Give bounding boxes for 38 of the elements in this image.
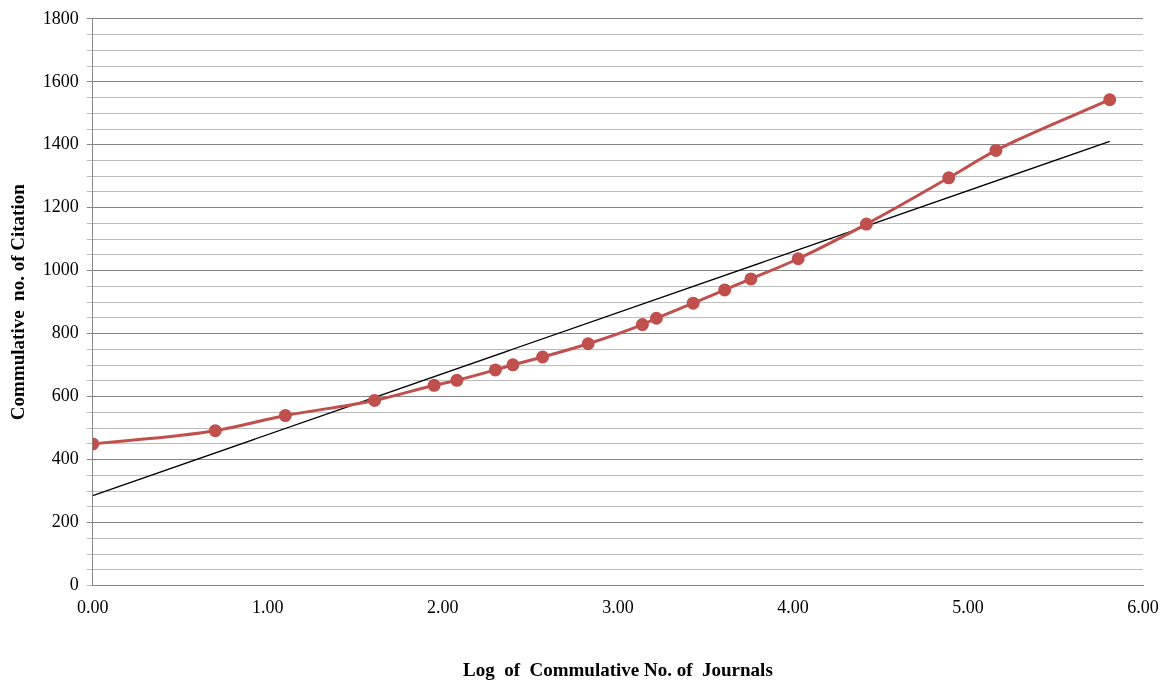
point <box>718 283 732 297</box>
x-tick-label: 0.00 <box>77 597 109 618</box>
y-tick-label: 1800 <box>42 7 79 28</box>
x-axis-title: Log of Commulative No. of Journals <box>462 658 773 680</box>
point <box>791 252 805 266</box>
y-tick-label: 1200 <box>42 196 79 217</box>
y-tick-label: 400 <box>51 448 79 469</box>
y-tick-label: 1600 <box>42 70 79 91</box>
point <box>581 337 595 351</box>
point <box>506 358 520 372</box>
point <box>488 363 502 377</box>
point <box>649 311 663 325</box>
y-tick-label: 1000 <box>42 259 79 280</box>
point <box>427 378 441 392</box>
point <box>859 217 873 231</box>
point <box>942 171 956 185</box>
point <box>536 350 550 364</box>
point <box>368 393 382 407</box>
x-tick-label: 2.00 <box>427 597 459 618</box>
y-tick-label: 600 <box>51 385 79 406</box>
x-tick-label: 3.00 <box>602 597 634 618</box>
point <box>1103 93 1117 107</box>
x-tick-label: 1.00 <box>252 597 284 618</box>
x-tick-label: 5.00 <box>952 597 984 618</box>
x-tick-label: 4.00 <box>777 597 809 618</box>
y-tick-label: 0 <box>69 574 79 595</box>
point <box>744 272 758 286</box>
point <box>208 424 222 438</box>
x-tick-label: 6.00 <box>1127 597 1159 618</box>
point <box>450 373 464 387</box>
y-tick-label: 800 <box>51 322 79 343</box>
point <box>686 296 700 310</box>
point <box>989 143 1003 157</box>
point <box>278 409 292 423</box>
y-tick-label: 1400 <box>42 133 79 154</box>
point <box>635 318 649 332</box>
y-tick-label: 200 <box>51 511 79 532</box>
y-axis-title: Commulative no. of Citation <box>7 183 29 421</box>
